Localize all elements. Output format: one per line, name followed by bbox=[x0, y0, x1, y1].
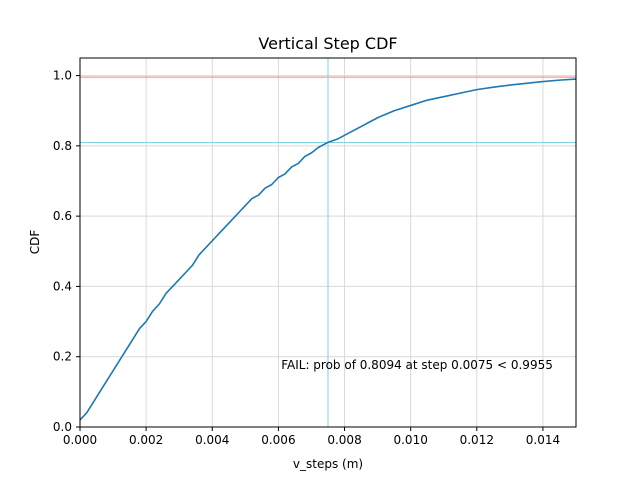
x-tick-label: 0.012 bbox=[460, 433, 494, 447]
fail-annotation: FAIL: prob of 0.8094 at step 0.0075 < 0.… bbox=[281, 358, 553, 372]
x-axis-label: v_steps (m) bbox=[293, 457, 363, 471]
x-tick-label: 0.006 bbox=[261, 433, 295, 447]
x-tick-label: 0.008 bbox=[327, 433, 361, 447]
y-tick-label: 1.0 bbox=[53, 69, 72, 83]
y-tick-label: 0.8 bbox=[53, 139, 72, 153]
chart-title: Vertical Step CDF bbox=[258, 34, 397, 53]
y-axis-ticks: 0.0 0.2 0.4 0.6 0.8 1.0 bbox=[53, 69, 80, 434]
y-tick-label: 0.2 bbox=[53, 350, 72, 364]
y-tick-label: 0.4 bbox=[53, 279, 72, 293]
series-group bbox=[79, 78, 577, 421]
x-tick-label: 0.004 bbox=[195, 433, 229, 447]
x-tick-label: 0.002 bbox=[129, 433, 163, 447]
x-axis-ticks: 0.000 0.002 0.004 0.006 0.008 0.010 0.012 0.014 bbox=[63, 427, 560, 447]
y-axis-label: CDF bbox=[28, 230, 42, 255]
x-tick-label: 0.000 bbox=[63, 433, 97, 447]
y-tick-label: 0.0 bbox=[53, 420, 72, 434]
x-tick-label: 0.014 bbox=[526, 433, 560, 447]
cdf-line bbox=[79, 78, 577, 421]
y-tick-label: 0.6 bbox=[53, 209, 72, 223]
x-tick-label: 0.010 bbox=[393, 433, 427, 447]
plot-frame bbox=[79, 57, 577, 428]
